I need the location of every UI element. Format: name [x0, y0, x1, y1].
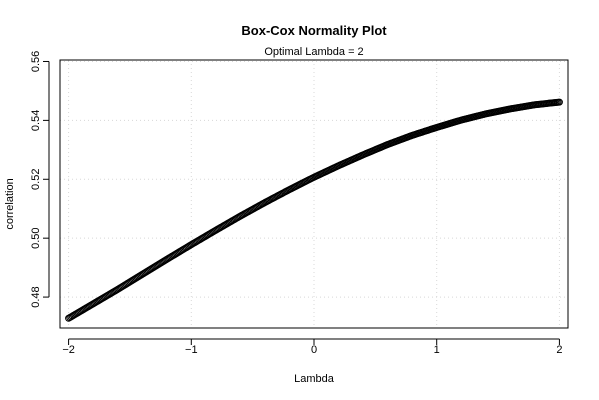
- x-tick-label: 0: [311, 344, 317, 356]
- x-tick-label: −2: [62, 344, 75, 356]
- data-point: [555, 98, 563, 106]
- y-tick-label: 0.50: [30, 227, 42, 248]
- x-axis-label: Lambda: [294, 373, 335, 385]
- y-tick-label: 0.52: [30, 169, 42, 190]
- x-tick-label: −1: [185, 344, 198, 356]
- data-points: [65, 98, 563, 322]
- x-tick-label: 2: [556, 344, 562, 356]
- y-tick-label: 0.48: [30, 286, 42, 307]
- plot-frame: [59, 59, 569, 329]
- grid-lines: [60, 60, 568, 328]
- axes: −2 −1 0 1 2 0.48 0.50 0.52 0.54 0.56: [30, 51, 562, 356]
- x-tick-label: 1: [434, 344, 440, 356]
- y-tick-label: 0.56: [30, 51, 42, 72]
- y-tick-label: 0.54: [30, 110, 42, 131]
- chart-title: Box-Cox Normality Plot: [241, 23, 387, 38]
- y-axis-label: correlation: [4, 178, 16, 229]
- chart-subtitle: Optimal Lambda = 2: [264, 46, 363, 58]
